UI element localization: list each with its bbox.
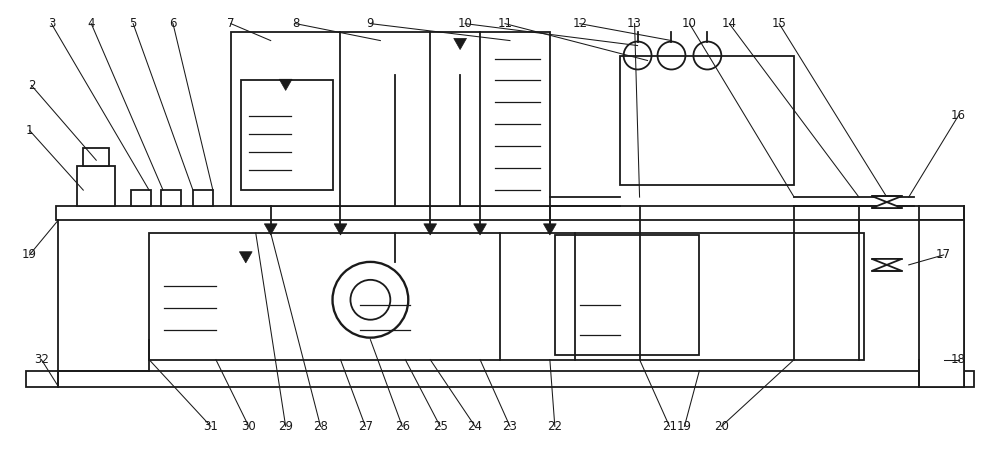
Text: 8: 8 [292,17,299,30]
Polygon shape [239,252,252,263]
Bar [555,235,699,354]
Bar [26,370,974,386]
Text: 32: 32 [34,353,49,366]
Text: 14: 14 [722,17,737,30]
Text: 6: 6 [169,17,177,30]
Polygon shape [264,224,277,235]
Text: 9: 9 [367,17,374,30]
Bar [77,166,115,206]
Bar [241,81,333,190]
Text: 22: 22 [547,420,562,433]
Text: 1: 1 [26,124,33,137]
Bar [56,206,964,220]
Text: 28: 28 [313,420,328,433]
Text: 25: 25 [433,420,448,433]
Text: 10: 10 [682,17,697,30]
Text: 3: 3 [48,17,55,30]
Text: 19: 19 [677,420,692,433]
Text: 30: 30 [241,420,256,433]
Text: 11: 11 [497,17,512,30]
Bar [231,31,550,206]
Text: 12: 12 [572,17,587,30]
Text: 2: 2 [28,79,35,92]
Polygon shape [474,224,486,235]
Text: 31: 31 [203,420,218,433]
Text: 21: 21 [662,420,677,433]
Text: 19: 19 [22,248,37,262]
Polygon shape [454,38,467,50]
Bar [83,148,109,166]
Polygon shape [872,259,902,271]
Text: 16: 16 [951,109,966,122]
Text: 5: 5 [129,17,137,30]
Polygon shape [543,224,556,235]
Text: 23: 23 [503,420,517,433]
Bar [161,190,181,206]
Bar [919,220,964,386]
Polygon shape [334,224,347,235]
Bar [149,233,864,359]
Bar [620,56,794,185]
Text: 7: 7 [227,17,235,30]
Polygon shape [424,224,437,235]
Polygon shape [279,79,292,91]
Polygon shape [872,196,902,208]
Text: 17: 17 [936,248,951,262]
Text: 26: 26 [395,420,410,433]
Text: 24: 24 [468,420,483,433]
Text: 15: 15 [772,17,787,30]
Text: 4: 4 [88,17,95,30]
Text: 18: 18 [951,353,966,366]
Text: 10: 10 [458,17,473,30]
Bar [193,190,213,206]
Text: 27: 27 [358,420,373,433]
Text: 20: 20 [714,420,729,433]
Bar [131,190,151,206]
Text: 13: 13 [627,17,642,30]
Text: 29: 29 [278,420,293,433]
